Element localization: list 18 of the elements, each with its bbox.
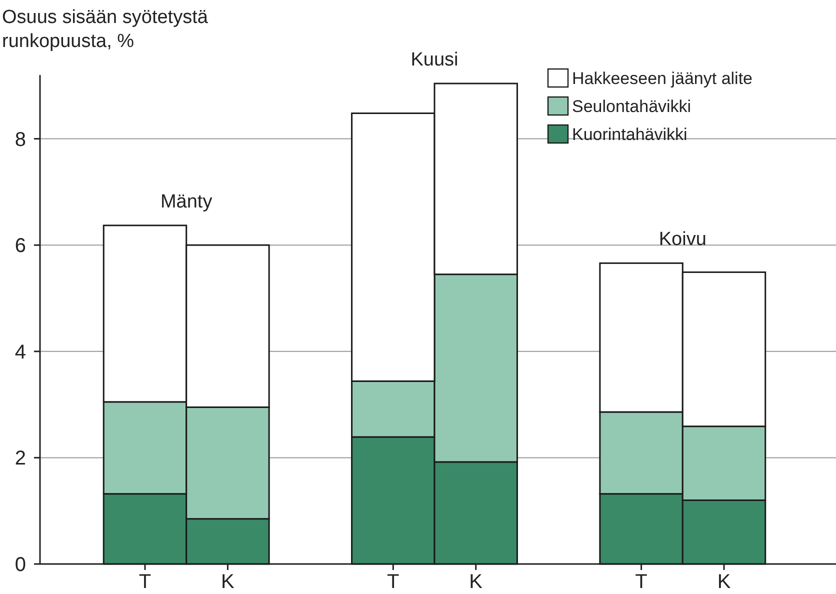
y-tick-label: 2 bbox=[14, 448, 26, 470]
x-tick-label: K bbox=[221, 571, 236, 593]
y-tick-label: 0 bbox=[14, 554, 26, 576]
x-tick-label: K bbox=[717, 571, 732, 593]
legend-label: Seulontahävikki bbox=[572, 96, 692, 116]
annotation: Mänty bbox=[160, 191, 213, 212]
x-tick-label: T bbox=[138, 571, 152, 593]
y-tick-label: 4 bbox=[14, 341, 26, 364]
y-axis-title: Osuus sisään syötetystä runkopuusta, % bbox=[2, 7, 208, 52]
x-tick-label: T bbox=[635, 571, 648, 593]
y-tick-label: 6 bbox=[14, 235, 26, 258]
legend-label: Hakkeeseen jäänyt alite bbox=[572, 68, 753, 88]
legend-label: Kuorintahävikki bbox=[572, 124, 688, 144]
text: Kuusi bbox=[410, 50, 458, 71]
y-tick-label: 8 bbox=[14, 128, 26, 151]
x-tick-label: K bbox=[469, 571, 484, 593]
annotation: Koivu bbox=[658, 229, 706, 250]
x-tick-label: T bbox=[387, 571, 400, 593]
